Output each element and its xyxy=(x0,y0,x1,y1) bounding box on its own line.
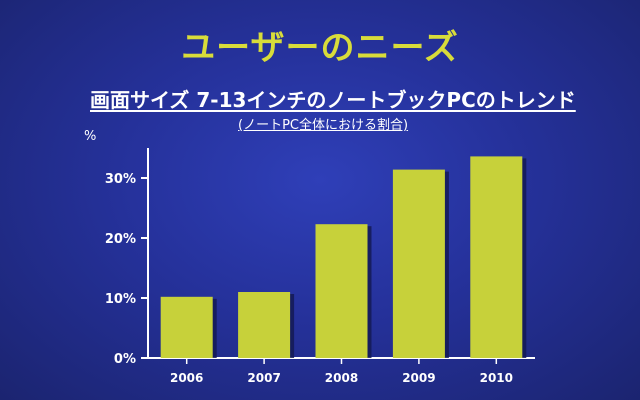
bar-2010 xyxy=(470,156,523,358)
bar-2008 xyxy=(315,224,368,358)
y-tick-label: 10% xyxy=(105,292,136,307)
chart-title: 画面サイズ 7-13インチのノートブックPCのトレンド xyxy=(90,88,576,112)
x-tick-label: 2010 xyxy=(480,371,513,385)
x-tick-label: 2008 xyxy=(325,371,358,385)
bar-2006 xyxy=(160,296,213,358)
y-tick-label: 0% xyxy=(114,352,136,367)
y-axis-unit-label: % xyxy=(84,129,96,144)
bar-2007 xyxy=(238,292,291,358)
y-tick-label: 30% xyxy=(105,172,136,187)
x-tick-label: 2006 xyxy=(170,371,203,385)
x-tick-label: 2009 xyxy=(402,371,435,385)
chart-subtitle: (ノートPC全体における割合) xyxy=(238,118,409,133)
bar-2009 xyxy=(392,169,445,358)
x-tick-label: 2007 xyxy=(247,371,280,385)
slide-title: ユーザーのニーズ xyxy=(181,28,459,68)
y-tick-label: 20% xyxy=(105,232,136,247)
